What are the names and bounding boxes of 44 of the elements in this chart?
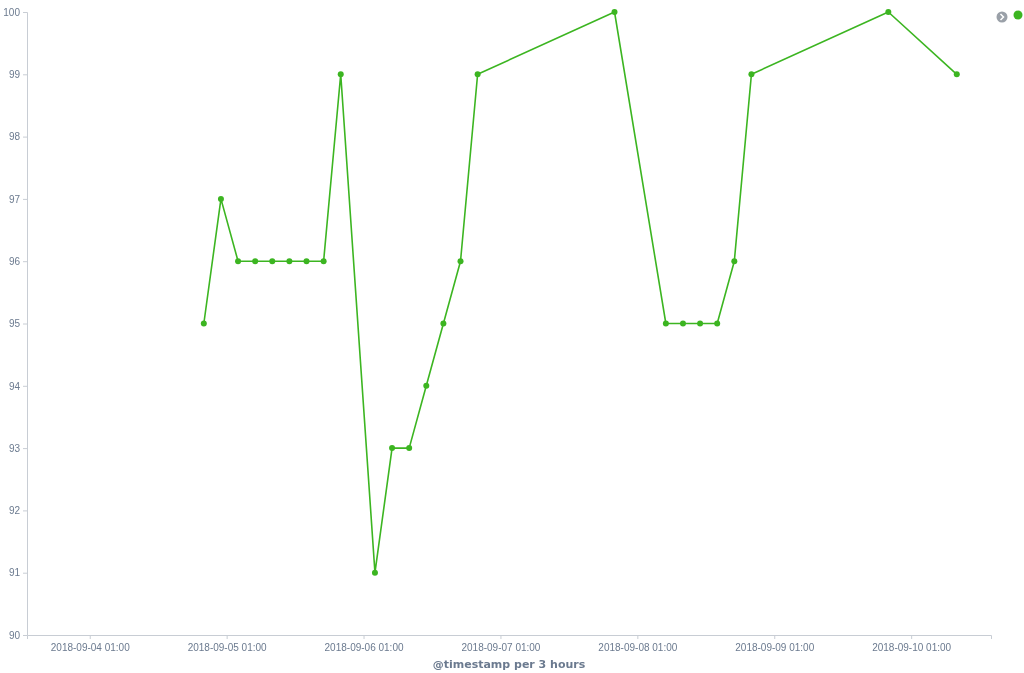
point <box>252 258 259 265</box>
point <box>885 9 892 15</box>
y-tick-label: 92 <box>8 505 21 517</box>
point <box>423 382 430 389</box>
point <box>303 258 310 265</box>
y-tick-label: 97 <box>8 193 21 205</box>
y-tick-label: 91 <box>8 567 21 579</box>
point <box>200 320 207 327</box>
point <box>662 320 669 327</box>
x-tick-label: 2018-09-08 01:00 <box>598 642 678 653</box>
y-tick-label: 98 <box>8 131 21 143</box>
x-tick-label: 2018-09-05 01:00 <box>187 642 268 653</box>
x-axis-title: @timestamp per 3 hours <box>432 658 586 671</box>
point <box>457 258 464 265</box>
point <box>269 258 276 265</box>
y-tick-label: 100 <box>3 6 21 18</box>
y-tick-label: 93 <box>8 442 21 454</box>
point <box>697 320 704 327</box>
x-tick-label: 2018-09-07 01:00 <box>461 642 541 653</box>
point <box>440 320 447 327</box>
point <box>953 71 960 78</box>
x-tick-label: 2018-09-04 01:00 <box>50 642 131 653</box>
y-tick-label: 94 <box>8 380 21 392</box>
point <box>679 320 686 327</box>
point <box>320 258 327 265</box>
point <box>286 258 293 265</box>
point <box>235 258 242 265</box>
point <box>217 195 224 202</box>
point <box>474 71 481 78</box>
y-tick-label: 99 <box>8 69 21 80</box>
point <box>389 445 396 452</box>
point <box>406 445 413 452</box>
y-tick-label: 96 <box>8 255 21 267</box>
point <box>748 71 755 78</box>
x-tick-label: 2018-09-09 01:00 <box>735 642 815 653</box>
point <box>371 569 378 576</box>
y-tick-label: 90 <box>8 629 21 641</box>
x-tick-label: 2018-09-10 01:00 <box>872 642 952 653</box>
point <box>337 71 344 78</box>
point <box>731 258 738 265</box>
y-tick-label: 95 <box>8 318 21 330</box>
point <box>611 9 618 15</box>
x-tick-label: 2018-09-06 01:00 <box>324 642 404 653</box>
point <box>714 320 721 327</box>
